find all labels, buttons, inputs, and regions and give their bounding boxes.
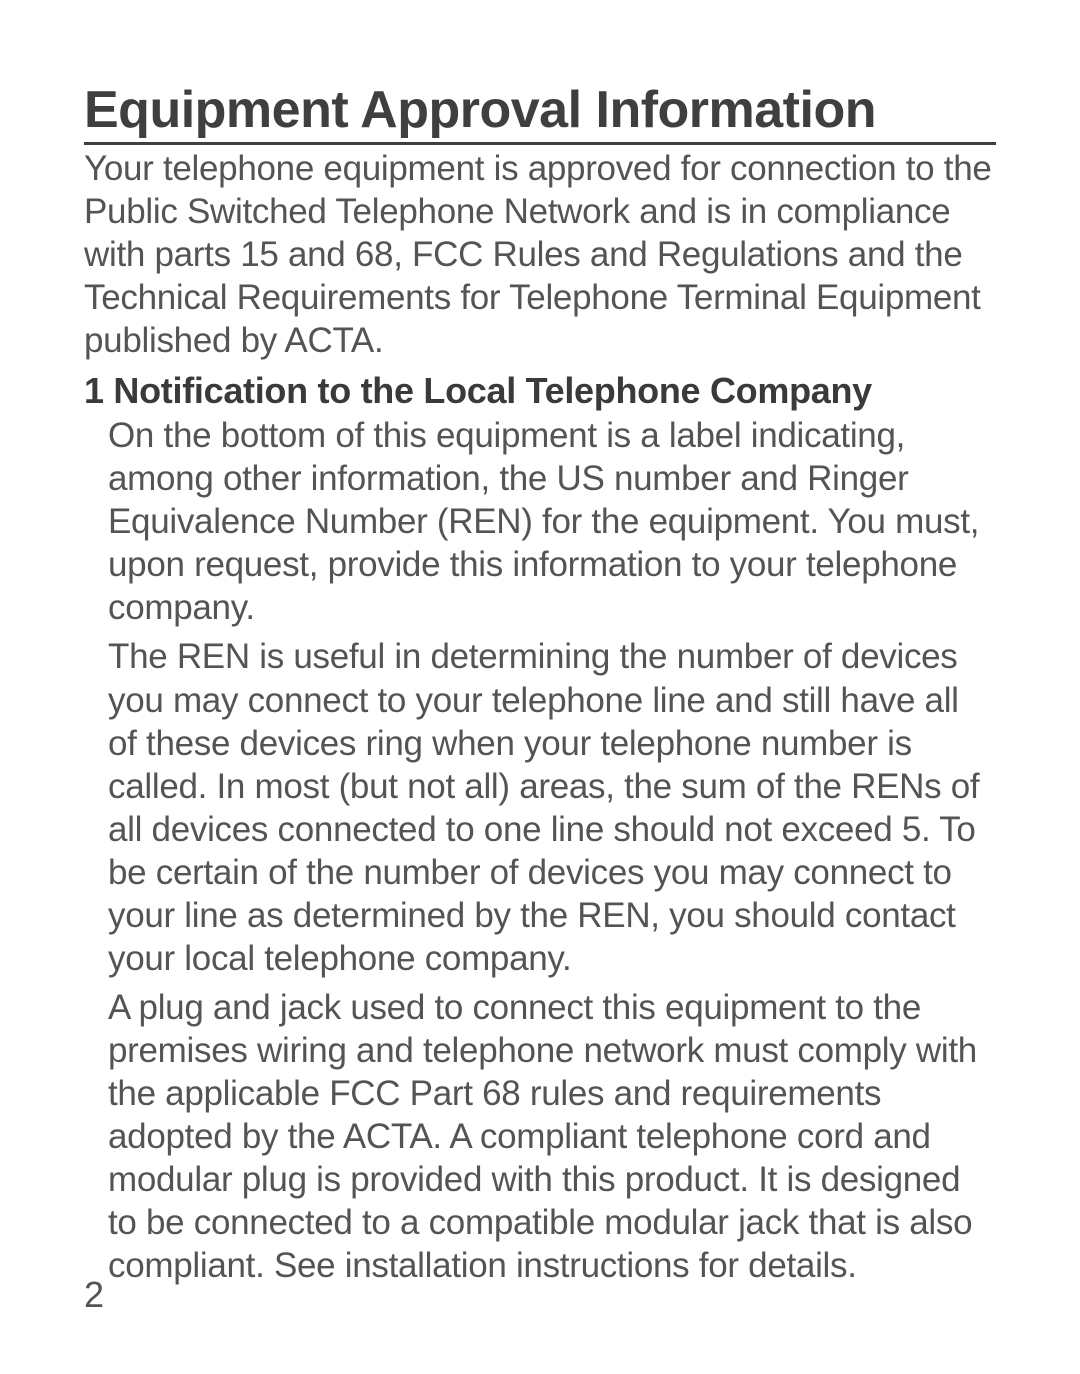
document-page: Equipment Approval Information Your tele… (0, 0, 1080, 1374)
page-title: Equipment Approval Information (84, 80, 996, 145)
intro-paragraph: Your telephone equipment is approved for… (84, 147, 996, 362)
section-1-paragraph-3: A plug and jack used to connect this equ… (108, 986, 996, 1287)
section-1-paragraph-2: The REN is useful in determining the num… (108, 635, 996, 979)
section-1-heading: 1 Notification to the Local Telephone Co… (84, 370, 996, 412)
page-number: 2 (84, 1274, 104, 1316)
section-1-paragraph-1: On the bottom of this equipment is a lab… (108, 414, 996, 629)
